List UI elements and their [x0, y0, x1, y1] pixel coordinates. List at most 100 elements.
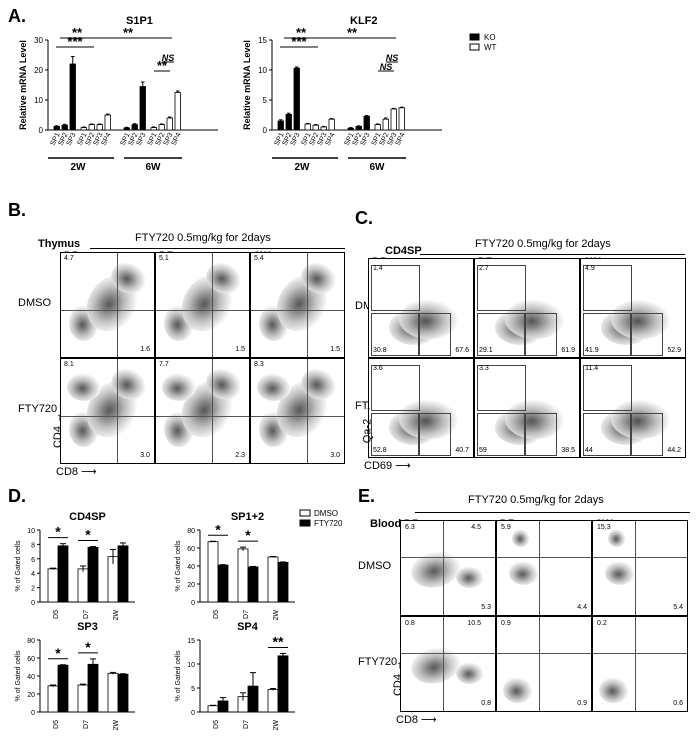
- gate-percentage: 52.8: [373, 447, 387, 454]
- panel-a-label: A.: [8, 6, 26, 26]
- x-axis-label: CD8 ⟶: [396, 714, 437, 726]
- category-label: D7: [243, 610, 250, 619]
- y-axis-label: CD4 →: [392, 659, 405, 697]
- bar-fty720: [87, 663, 99, 713]
- cell-population: [407, 545, 465, 593]
- quadrant-line: [61, 416, 154, 418]
- gate-percentage: 5.9: [501, 524, 511, 531]
- gate-percentage: 61.9: [561, 347, 575, 354]
- category-label: SP1: [371, 132, 383, 147]
- panel-b-treatment: FTY720 0.5mg/kg for 2days: [135, 232, 271, 244]
- bar-ko: [53, 126, 60, 131]
- gate-percentage: 3.0: [140, 452, 150, 459]
- flow-plot: 1.4 30.8 67.6: [368, 258, 474, 358]
- flow-plot: 4.7 1.6: [60, 252, 155, 358]
- gate-box: [583, 265, 632, 312]
- legend-wt: WT: [484, 43, 497, 52]
- y-axis-label: Relative mRNA Level: [242, 40, 252, 130]
- gate-percentage: 0.9: [577, 700, 587, 707]
- y-tick-label: 20: [34, 66, 43, 75]
- quadrant-line: [635, 617, 637, 711]
- panel-e-treatment: FTY720 0.5mg/kg for 2days: [468, 494, 604, 506]
- bar-dmso: [237, 548, 249, 603]
- row-label: DMSO: [358, 560, 391, 572]
- y-tick-label: 15: [258, 36, 267, 45]
- gate-box: [477, 312, 526, 357]
- bar-wt: [382, 118, 389, 131]
- category-label: D7: [83, 610, 90, 619]
- cell-population: [605, 561, 635, 585]
- y-axis-label: % of Gated cells: [15, 650, 22, 701]
- gate-box: [583, 312, 632, 357]
- legend-dmso: DMSO: [314, 509, 338, 518]
- category-label: SP3: [93, 132, 105, 147]
- quadrant-line: [156, 310, 249, 312]
- bar-ko: [139, 86, 146, 131]
- y-tick-label: 80: [27, 638, 35, 645]
- category-label: SP2: [309, 132, 321, 147]
- category-label: SP2: [352, 132, 364, 147]
- quadrant-line: [593, 556, 687, 558]
- bar-ko: [69, 63, 76, 131]
- bar-fty720: [57, 664, 69, 713]
- gate-box: [371, 312, 420, 357]
- row-label: DMSO: [18, 297, 51, 309]
- y-tick-label: 2: [31, 586, 35, 593]
- significance-mark: **: [157, 58, 168, 73]
- quadrant-line: [211, 253, 213, 357]
- flow-plot: 15.3 5.4: [592, 520, 688, 616]
- panel-b-header-line: [90, 248, 345, 249]
- y-axis-label: Relative mRNA Level: [18, 40, 28, 130]
- category-label: D5: [213, 720, 220, 729]
- flow-plot: 11.4 44 44.2: [580, 358, 686, 458]
- quadrant-line: [251, 416, 344, 418]
- bar-fty720: [247, 566, 259, 603]
- y-tick-label: 5: [263, 96, 268, 105]
- bar-ko: [363, 115, 370, 131]
- cell-population: [407, 641, 465, 689]
- quadrant-line: [306, 253, 308, 357]
- group-label: 2W: [71, 162, 87, 173]
- significance-mark: **: [72, 25, 83, 40]
- gate-percentage: 1.5: [235, 346, 245, 353]
- cell-population: [611, 299, 671, 339]
- significance-mark: *: [85, 639, 91, 655]
- gate-percentage: 38.5: [561, 447, 575, 454]
- significance-mark: **: [123, 25, 134, 40]
- bar-wt: [174, 92, 181, 131]
- quadrant-line: [401, 556, 495, 558]
- gate-box: [477, 412, 526, 457]
- y-axis-label: CD4 →: [52, 411, 65, 449]
- quadrant-line: [443, 521, 445, 615]
- quadrant-line: [61, 310, 154, 312]
- panel-b-label: B.: [8, 200, 26, 220]
- cell-population: [512, 529, 530, 547]
- gate-box: [583, 412, 632, 457]
- gate-percentage: 0.2: [597, 620, 607, 627]
- bar-fty720: [117, 673, 129, 713]
- category-label: SP2: [128, 132, 140, 147]
- y-tick-label: 40: [27, 674, 35, 681]
- panel-c-header-line: [420, 254, 685, 255]
- quadrant-line: [497, 652, 591, 654]
- y-tick-label: 0: [31, 710, 35, 717]
- y-axis-label: Qa-2 →: [361, 404, 374, 444]
- bar-fty720: [117, 545, 129, 603]
- bar-dmso: [207, 705, 219, 713]
- bar-wt: [398, 107, 405, 131]
- gate-percentage: 7.7: [159, 361, 169, 368]
- panel-c-label: C.: [355, 208, 373, 228]
- y-tick-label: 15: [187, 638, 195, 645]
- category-label: D7: [243, 720, 250, 729]
- category-label: SP4: [171, 132, 183, 147]
- flow-plot: 4.9 41.9 52.9: [580, 258, 686, 358]
- flow-plot: 0.9 0.9: [496, 616, 592, 712]
- chart-title: SP4: [237, 621, 259, 633]
- category-label: SP4: [325, 132, 337, 147]
- legend-swatch-fty720: [299, 519, 311, 527]
- bar-wt: [80, 127, 87, 131]
- gate-percentage: 0.8: [481, 700, 491, 707]
- chart-title: CD4SP: [69, 511, 106, 523]
- bar-fty720: [57, 545, 69, 603]
- y-axis-label: % of Gated cells: [15, 540, 22, 591]
